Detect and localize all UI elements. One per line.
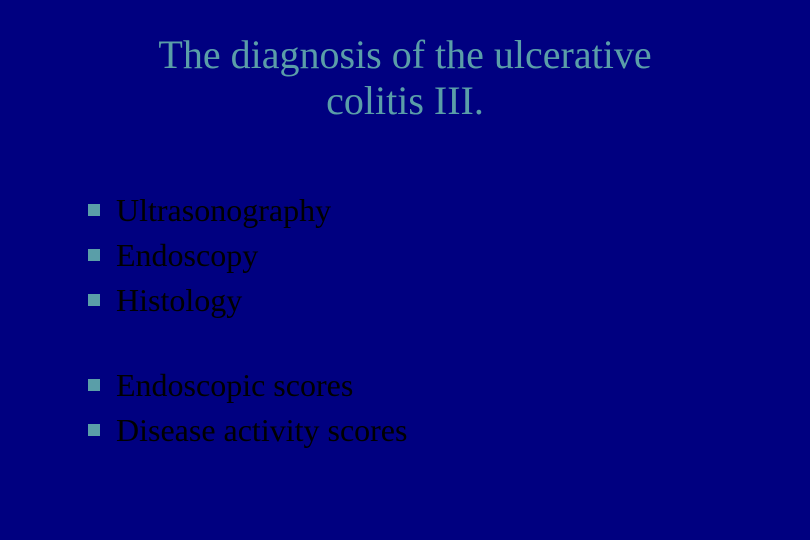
list-item: Disease activity scores xyxy=(88,410,407,451)
square-bullet-icon xyxy=(88,424,100,436)
list-item: Endoscopy xyxy=(88,235,407,276)
item-label: Endoscopic scores xyxy=(116,365,353,406)
item-label: Endoscopy xyxy=(116,235,258,276)
slide: The diagnosis of the ulcerative colitis … xyxy=(0,0,810,540)
item-label: Disease activity scores xyxy=(116,410,407,451)
list-item: Ultrasonography xyxy=(88,190,407,231)
title-line-2: colitis III. xyxy=(326,78,484,123)
square-bullet-icon xyxy=(88,204,100,216)
slide-body: Ultrasonography Endoscopy Histology Endo… xyxy=(88,190,407,495)
list-item: Histology xyxy=(88,280,407,321)
bullet-group-1: Ultrasonography Endoscopy Histology xyxy=(88,190,407,321)
title-line-1: The diagnosis of the ulcerative xyxy=(158,32,651,77)
square-bullet-icon xyxy=(88,294,100,306)
item-label: Ultrasonography xyxy=(116,190,331,231)
square-bullet-icon xyxy=(88,379,100,391)
square-bullet-icon xyxy=(88,249,100,261)
item-label: Histology xyxy=(116,280,242,321)
list-item: Endoscopic scores xyxy=(88,365,407,406)
slide-title: The diagnosis of the ulcerative colitis … xyxy=(0,0,810,124)
bullet-group-2: Endoscopic scores Disease activity score… xyxy=(88,365,407,451)
